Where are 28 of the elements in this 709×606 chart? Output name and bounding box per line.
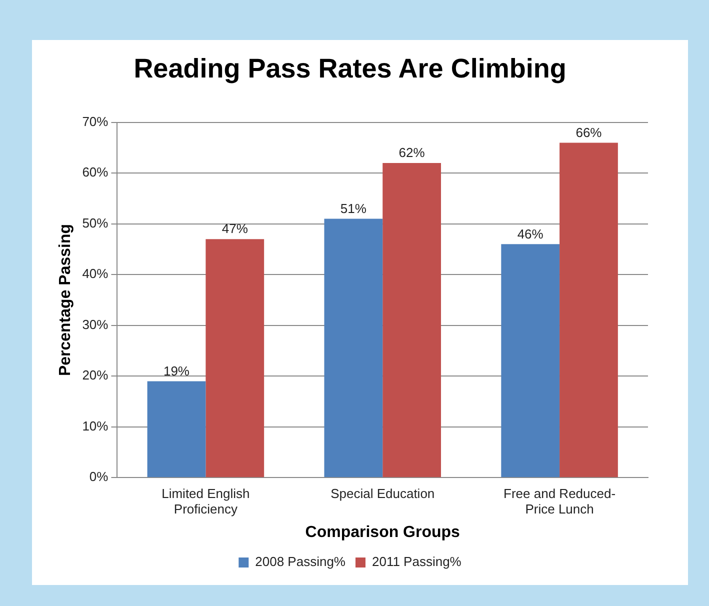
bar bbox=[382, 162, 441, 478]
bar bbox=[324, 218, 383, 478]
y-tick-label: 70% bbox=[82, 114, 109, 129]
data-label: 46% bbox=[517, 226, 544, 242]
y-tick-label: 20% bbox=[82, 368, 109, 383]
data-label: 19% bbox=[163, 363, 190, 378]
y-tick-label: 30% bbox=[82, 316, 109, 332]
chart-title: Reading Pass Rates Are Climbing bbox=[134, 54, 566, 84]
y-tick-label: 40% bbox=[82, 266, 109, 282]
bar bbox=[501, 244, 560, 478]
bar bbox=[147, 381, 206, 478]
y-tick-label: 10% bbox=[82, 418, 109, 434]
x-tick-label: Special Education bbox=[330, 486, 435, 501]
x-tick-label: Limited English Proficiency bbox=[162, 486, 250, 517]
x-axis-title: Comparison Groups bbox=[305, 524, 460, 541]
y-axis-title: Percentage Passing bbox=[57, 224, 74, 376]
data-label: 47% bbox=[222, 221, 248, 236]
legend-label: 2008 Passing% bbox=[255, 554, 346, 570]
bar bbox=[206, 239, 264, 478]
data-label: 62% bbox=[398, 145, 426, 160]
data-label: 66% bbox=[576, 124, 602, 140]
y-tick-label: 0% bbox=[89, 469, 109, 484]
bar bbox=[560, 142, 618, 478]
data-label: 51% bbox=[340, 200, 367, 216]
y-tick-label: 50% bbox=[82, 215, 109, 230]
legend-label: 2011 Passing% bbox=[372, 554, 462, 570]
y-tick-label: 60% bbox=[82, 164, 109, 180]
x-tick-label: Free and Reduced-Price Lunch bbox=[504, 486, 616, 517]
